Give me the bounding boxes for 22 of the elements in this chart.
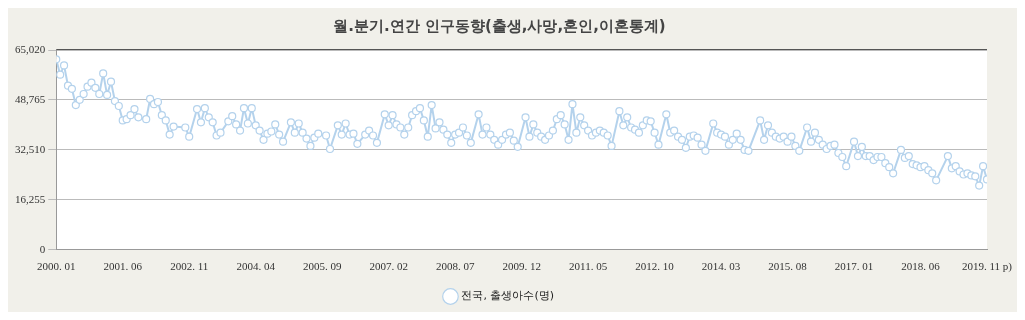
x-tick-label: 2007. 02 [369, 260, 408, 273]
legend-label: 전국, 출생아수(명) [461, 289, 555, 303]
x-tick-label: 2004. 04 [236, 260, 276, 273]
x-tick-label: 2018. 06 [901, 260, 941, 273]
x-tick-label: 2002. 11 [170, 260, 209, 273]
x-tick-label: 2005. 09 [302, 260, 342, 273]
x-tick-label: 2000. 01 [37, 260, 76, 273]
x-tick-label: 2019. 11 p) [961, 260, 1013, 274]
y-tick-label: 16,255 [15, 192, 46, 205]
x-tick-label: 2001. 06 [103, 260, 143, 273]
y-tick-label: 65,020 [15, 42, 46, 55]
x-tick-label: 2017. 01 [834, 260, 874, 273]
y-tick-label: 48,765 [15, 92, 46, 105]
x-tick-label: 2012. 10 [635, 260, 675, 273]
x-tick-label: 2009. 12 [502, 260, 541, 273]
y-tick-label: 32,510 [15, 142, 46, 155]
x-tick-label: 2011. 05 [569, 260, 608, 273]
y-tick-label: 0 [39, 242, 46, 255]
x-tick-label: 2015. 08 [768, 260, 808, 273]
chart-title: 월.분기.연간 인구동향(출생,사망,혼인,이혼통계) [333, 16, 666, 35]
x-tick-label: 2014. 03 [701, 260, 741, 273]
x-tick-label: 2008. 07 [435, 260, 475, 273]
